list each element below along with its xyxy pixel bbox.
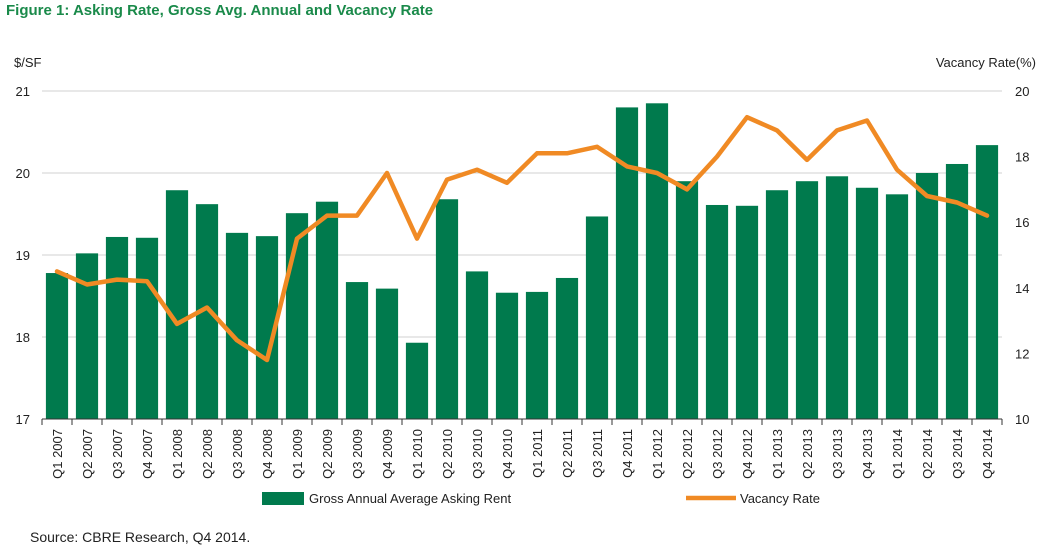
y-right-axis-title: Vacancy Rate(%) bbox=[936, 55, 1036, 70]
x-tick-label: Q3 2009 bbox=[350, 429, 365, 479]
bar bbox=[465, 271, 489, 419]
y-left-tick-label: 20 bbox=[16, 166, 30, 181]
x-tick-label: Q3 2008 bbox=[230, 429, 245, 479]
bar bbox=[195, 204, 219, 419]
bar bbox=[225, 232, 249, 419]
x-tick-label: Q3 2014 bbox=[950, 429, 965, 479]
bar bbox=[165, 190, 189, 419]
bar bbox=[645, 103, 669, 420]
x-tick-label: Q1 2009 bbox=[290, 429, 305, 479]
axes: 17 18 19 20 21 10 12 14 16 18 20 $/SF Vacancy Rate(%… bbox=[14, 55, 1036, 427]
bar bbox=[795, 181, 819, 419]
source-note: Source: CBRE Research, Q4 2014. bbox=[30, 529, 251, 545]
y-right-tick-label: 20 bbox=[1015, 84, 1029, 99]
x-tick-label: Q2 2011 bbox=[560, 429, 575, 478]
y-left-tick-label: 19 bbox=[16, 248, 30, 263]
x-tick-label: Q2 2010 bbox=[440, 429, 455, 479]
x-tick-label: Q4 2007 bbox=[140, 429, 155, 479]
x-tick-label: Q3 2011 bbox=[590, 429, 605, 478]
bar bbox=[735, 205, 759, 419]
bar bbox=[585, 216, 609, 419]
bar bbox=[135, 237, 159, 419]
x-tick-label: Q1 2014 bbox=[890, 429, 905, 479]
x-tick-label: Q3 2013 bbox=[830, 429, 845, 479]
x-tick-label: Q3 2012 bbox=[710, 429, 725, 479]
bar bbox=[825, 176, 849, 419]
x-tick-label: Q2 2014 bbox=[920, 429, 935, 479]
y-right-tick-label: 12 bbox=[1015, 346, 1029, 361]
bar bbox=[255, 236, 279, 419]
bar bbox=[555, 277, 579, 419]
legend-swatch-bar bbox=[262, 492, 304, 505]
bar bbox=[885, 194, 909, 419]
bar bbox=[495, 292, 519, 419]
x-tick-label: Q4 2013 bbox=[860, 429, 875, 479]
x-tick-label: Q2 2009 bbox=[320, 429, 335, 479]
bar bbox=[315, 201, 339, 419]
legend-label-vacancy: Vacancy Rate bbox=[740, 491, 820, 506]
bar bbox=[75, 253, 99, 419]
x-tick-labels: Q1 2007 Q2 2007 Q3 2007 Q4 2007 Q1 2008 Q2 20… bbox=[50, 429, 995, 479]
x-tick-label: Q2 2007 bbox=[80, 429, 95, 479]
x-tick-label: Q3 2007 bbox=[110, 429, 125, 479]
x-tick-label: Q4 2014 bbox=[980, 429, 995, 479]
y-left-tick-label: 21 bbox=[16, 84, 30, 99]
line-series bbox=[54, 114, 990, 363]
x-tick-label: Q1 2007 bbox=[50, 429, 65, 479]
y-left-tick-label: 17 bbox=[16, 412, 30, 427]
y-right-tick-label: 16 bbox=[1015, 215, 1029, 230]
y-left-axis-title: $/SF bbox=[14, 55, 42, 70]
bar bbox=[345, 282, 369, 419]
x-tick-label: Q3 2010 bbox=[470, 429, 485, 479]
legend: Gross Annual Average Asking Rent Vacancy … bbox=[262, 491, 820, 506]
y-left-tick-label: 18 bbox=[16, 330, 30, 345]
y-right-tick-label: 18 bbox=[1015, 150, 1029, 165]
x-tick-label: Q1 2012 bbox=[650, 429, 665, 479]
bar bbox=[45, 273, 69, 419]
bar bbox=[675, 181, 699, 419]
y-right-tick-label: 14 bbox=[1015, 281, 1029, 296]
bar bbox=[375, 288, 399, 419]
x-tick-label: Q4 2008 bbox=[260, 429, 275, 479]
x-tick-label: Q2 2012 bbox=[680, 429, 695, 479]
bar bbox=[405, 342, 429, 419]
bar bbox=[945, 163, 969, 419]
x-tick-label: Q4 2011 bbox=[620, 429, 635, 478]
x-tick-label: Q4 2012 bbox=[740, 429, 755, 479]
bar-series bbox=[45, 103, 999, 420]
x-tick-label: Q2 2013 bbox=[800, 429, 815, 479]
bar bbox=[765, 190, 789, 419]
x-tick-label: Q1 2010 bbox=[410, 429, 425, 479]
x-tick-label: Q1 2008 bbox=[170, 429, 185, 479]
chart: 17 18 19 20 21 10 12 14 16 18 20 $/SF Vacancy Rate(%… bbox=[14, 55, 1036, 506]
figure-title: Figure 1: Asking Rate, Gross Avg. Annual… bbox=[6, 2, 434, 19]
bar bbox=[855, 187, 879, 419]
vacancy-rate-line bbox=[54, 114, 990, 363]
bar bbox=[615, 107, 639, 420]
x-tick-label: Q1 2011 bbox=[530, 429, 545, 478]
y-right-tick-label: 10 bbox=[1015, 412, 1029, 427]
bar bbox=[705, 204, 729, 419]
bar bbox=[105, 236, 129, 419]
bar bbox=[525, 291, 549, 419]
x-tick-label: Q4 2010 bbox=[500, 429, 515, 479]
bar bbox=[435, 199, 459, 419]
legend-label-rent: Gross Annual Average Asking Rent bbox=[309, 491, 511, 506]
x-tick-label: Q4 2009 bbox=[380, 429, 395, 479]
x-tick-label: Q2 2008 bbox=[200, 429, 215, 479]
bar bbox=[915, 173, 939, 419]
x-tick-label: Q1 2013 bbox=[770, 429, 785, 479]
bar bbox=[975, 145, 999, 419]
